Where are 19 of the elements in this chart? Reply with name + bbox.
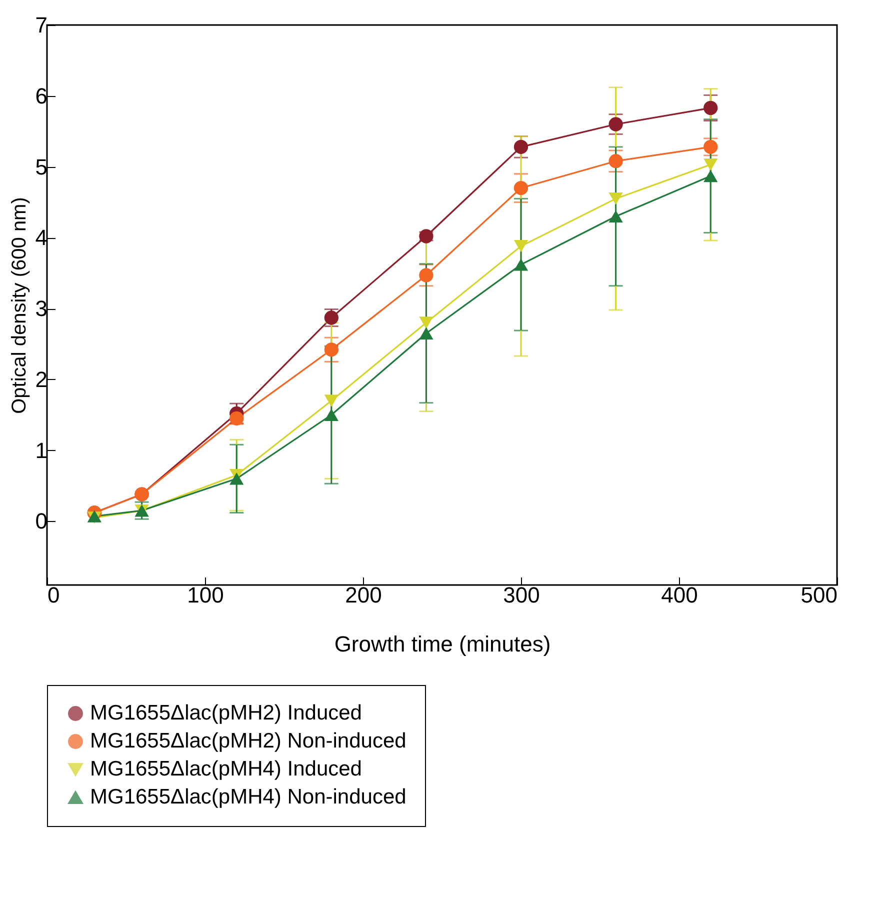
y-tick-label: 4: [35, 225, 48, 250]
y-tick-label: 6: [35, 83, 48, 108]
legend-label: MG1655Δlac(pMH4) Induced: [90, 758, 362, 780]
y-tick-label: 1: [35, 438, 48, 463]
legend-label: MG1655Δlac(pMH2) Induced: [90, 702, 362, 724]
x-axis-title: Growth time (minutes): [334, 632, 551, 656]
y-tick-label: 2: [35, 366, 48, 392]
x-tick-label: 400: [661, 582, 698, 608]
legend-label: MG1655Δlac(pMH4) Non-induced: [90, 786, 406, 808]
legend-label: MG1655Δlac(pMH2) Non-induced: [90, 730, 406, 752]
y-tick-label: 7: [35, 12, 48, 38]
x-tick-label: 500: [800, 582, 838, 608]
y-tick-label: 0: [35, 508, 48, 534]
y-axis-title: Optical density (600 nm): [8, 197, 30, 414]
x-tick-label: 100: [187, 582, 224, 608]
y-tick-label: 5: [35, 154, 48, 180]
x-tick-label: 300: [503, 582, 540, 608]
x-tick-label: 200: [345, 582, 382, 608]
y-tick-label: 3: [35, 296, 48, 322]
